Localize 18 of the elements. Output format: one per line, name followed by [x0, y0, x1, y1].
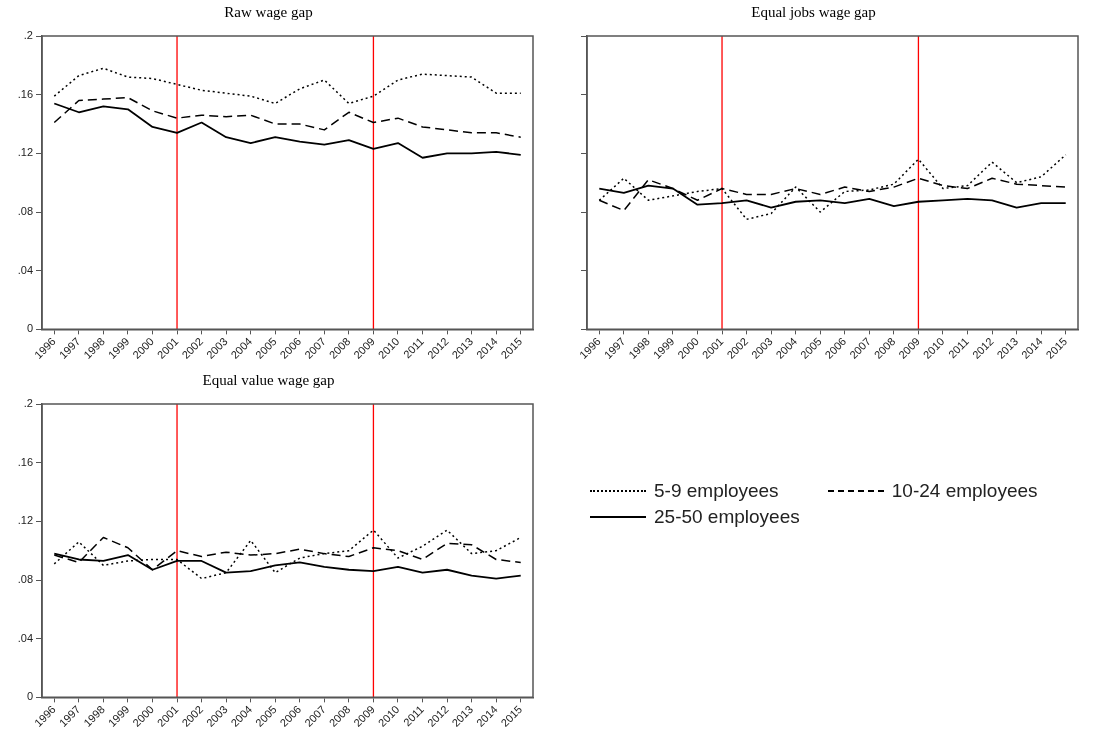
y-tick-label: .04: [17, 263, 33, 276]
y-tick-label: .2: [23, 29, 33, 42]
y-tick-label: 0: [26, 690, 33, 703]
chart-title: Raw wage gap: [224, 3, 313, 20]
y-tick-label: .08: [17, 205, 33, 218]
y-tick-label: .08: [17, 573, 33, 586]
legend-label: 10-24 employees: [891, 480, 1038, 502]
y-tick-label: .12: [17, 514, 33, 527]
chart-title: Equal jobs wage gap: [751, 3, 876, 20]
y-tick-label: .04: [17, 631, 33, 644]
legend-label: 25-50 employees: [654, 506, 800, 528]
legend-label: 5-9 employees: [654, 480, 779, 502]
y-tick-label: .16: [17, 455, 33, 468]
y-tick-label: .12: [17, 146, 33, 159]
y-tick-label: .2: [23, 397, 33, 410]
y-tick-label: 0: [26, 322, 33, 335]
chart-title: Equal value wage gap: [202, 371, 335, 388]
y-tick-label: .16: [17, 87, 33, 100]
